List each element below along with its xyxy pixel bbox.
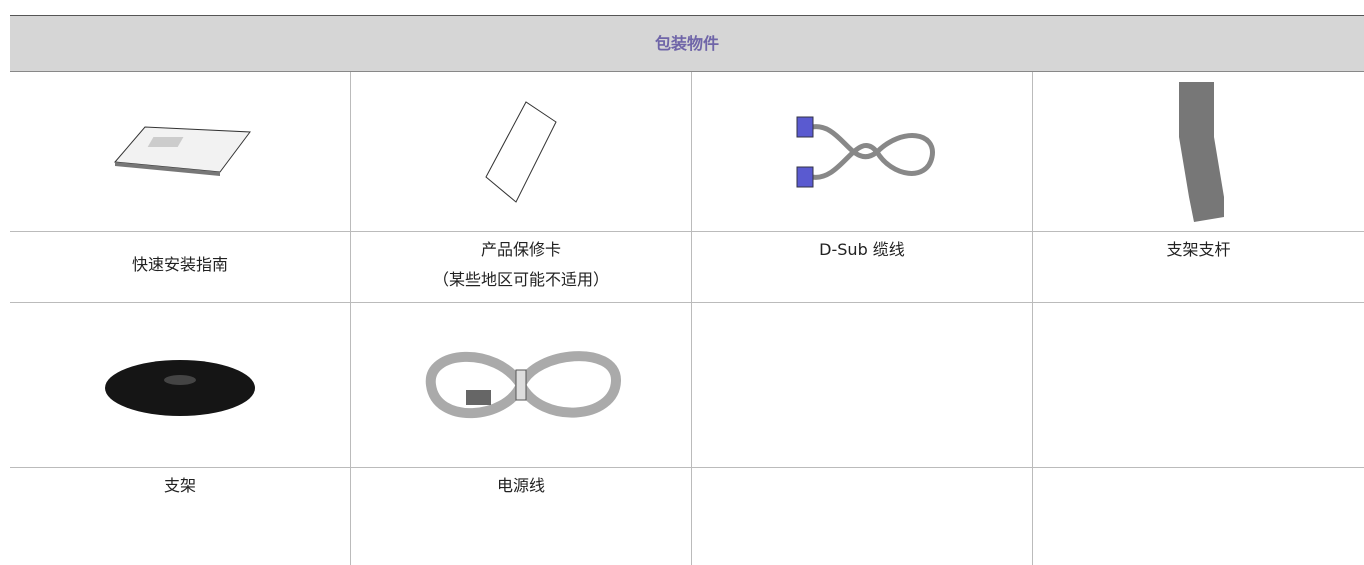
power-cord-icon xyxy=(425,351,622,419)
table-header: 包装物件 xyxy=(10,15,1364,72)
item-label: 支架支杆 xyxy=(1033,232,1364,303)
item-label: 支架 xyxy=(10,468,351,565)
item-label: 快速安装指南 xyxy=(10,232,351,303)
empty-cell xyxy=(692,468,1033,565)
package-table: 包装物件 快速安装指南 产品保修卡 （某些地区可能不适用） D-Sub 缆线 支… xyxy=(10,15,1364,565)
stand-base-icon xyxy=(105,360,255,416)
stand-neck-icon xyxy=(1178,81,1224,222)
guide-icon xyxy=(113,125,251,176)
item-label: 产品保修卡 xyxy=(480,240,561,259)
image-cell xyxy=(10,72,351,232)
image-cell xyxy=(1033,72,1364,232)
cable-icon xyxy=(796,116,935,187)
item-note: （某些地区可能不适用） xyxy=(432,270,609,289)
item-label-cell: 产品保修卡 （某些地区可能不适用） xyxy=(351,232,692,303)
empty-cell xyxy=(1033,468,1364,565)
item-label: 电源线 xyxy=(351,468,692,565)
image-cell xyxy=(351,303,692,468)
image-cell xyxy=(351,72,692,232)
empty-cell xyxy=(692,303,1033,468)
card-icon xyxy=(485,100,557,203)
item-label: D-Sub 缆线 xyxy=(692,232,1033,303)
image-cell xyxy=(692,72,1033,232)
empty-cell xyxy=(1033,303,1364,468)
image-cell xyxy=(10,303,351,468)
